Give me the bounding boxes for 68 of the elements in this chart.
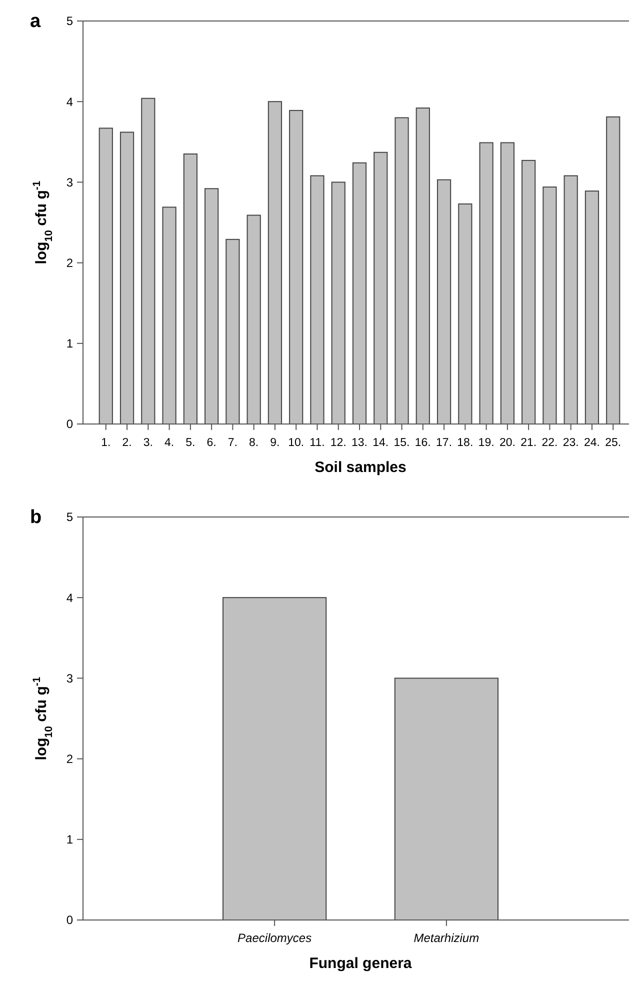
x-tick-label: 16. — [414, 437, 431, 449]
bar — [289, 110, 304, 424]
x-tick-label: 20. — [499, 437, 516, 449]
bar — [204, 188, 219, 424]
x-tick-label: Paecilomyces — [238, 931, 312, 945]
y-tick-label: 2 — [66, 256, 74, 270]
y-tick-label: 1 — [66, 832, 74, 847]
bar — [584, 190, 600, 424]
y-tick-label: 3 — [66, 175, 74, 190]
x-tick-label: 21. — [520, 437, 537, 449]
bar — [331, 182, 346, 424]
bar — [606, 116, 620, 424]
x-tick-label: 19. — [478, 437, 494, 449]
x-tick-label: Metarhizium — [414, 931, 480, 945]
x-tick-label: 17. — [436, 437, 452, 449]
x-axis-title: Fungal genera — [309, 955, 412, 972]
bar — [416, 108, 430, 424]
chart-title: a — [30, 11, 41, 32]
bar — [394, 117, 409, 424]
bar — [522, 160, 536, 424]
x-tick-label: 24. — [584, 437, 600, 449]
x-tick-label: 8. — [249, 437, 259, 449]
x-tick-label: 4. — [164, 437, 174, 449]
bar — [542, 186, 557, 424]
x-tick-label: 2. — [122, 437, 132, 449]
bar — [268, 101, 282, 424]
y-tick-label: 1 — [66, 336, 74, 351]
bar — [479, 142, 494, 424]
y-tick-label: 2 — [66, 752, 74, 766]
y-tick-label: 3 — [66, 671, 74, 686]
bar — [374, 152, 388, 424]
x-tick-label: 9. — [270, 437, 280, 449]
x-tick-label: 10. — [288, 437, 304, 449]
x-tick-label: 25. — [605, 437, 622, 449]
y-tick-label: 4 — [66, 590, 74, 605]
x-tick-label: 22. — [542, 437, 558, 449]
bar — [141, 98, 156, 424]
x-tick-label: 11. — [310, 437, 325, 449]
y-tick-label: 0 — [66, 913, 74, 928]
bar — [183, 153, 198, 424]
y-tick-label: 5 — [66, 510, 74, 524]
x-tick-label: 3. — [143, 437, 153, 449]
y-tick-label: 5 — [66, 14, 74, 28]
x-tick-label: 6. — [206, 437, 216, 449]
x-tick-label: 7. — [228, 437, 238, 449]
bar — [162, 206, 176, 424]
x-tick-label: 14. — [372, 437, 389, 449]
y-tick-label: 0 — [66, 417, 74, 432]
x-tick-label: 18. — [457, 437, 474, 449]
bar — [564, 175, 578, 424]
x-tick-label: 13. — [352, 437, 368, 449]
x-tick-label: 12. — [330, 437, 346, 449]
bar — [436, 179, 452, 424]
chart-title: b — [30, 507, 42, 528]
bar — [352, 162, 367, 424]
x-axis-title: Soil samples — [314, 459, 406, 476]
bar — [120, 132, 134, 424]
bar — [226, 238, 240, 424]
bar — [246, 214, 261, 424]
bar — [500, 142, 514, 424]
x-tick-label: 5. — [186, 437, 196, 449]
bar — [458, 203, 472, 424]
x-tick-label: 1. — [101, 437, 111, 449]
bar — [98, 128, 113, 424]
x-tick-label: 23. — [562, 437, 579, 449]
bar — [310, 175, 324, 424]
x-tick-label: 15. — [394, 437, 410, 449]
y-tick-label: 4 — [66, 94, 74, 109]
